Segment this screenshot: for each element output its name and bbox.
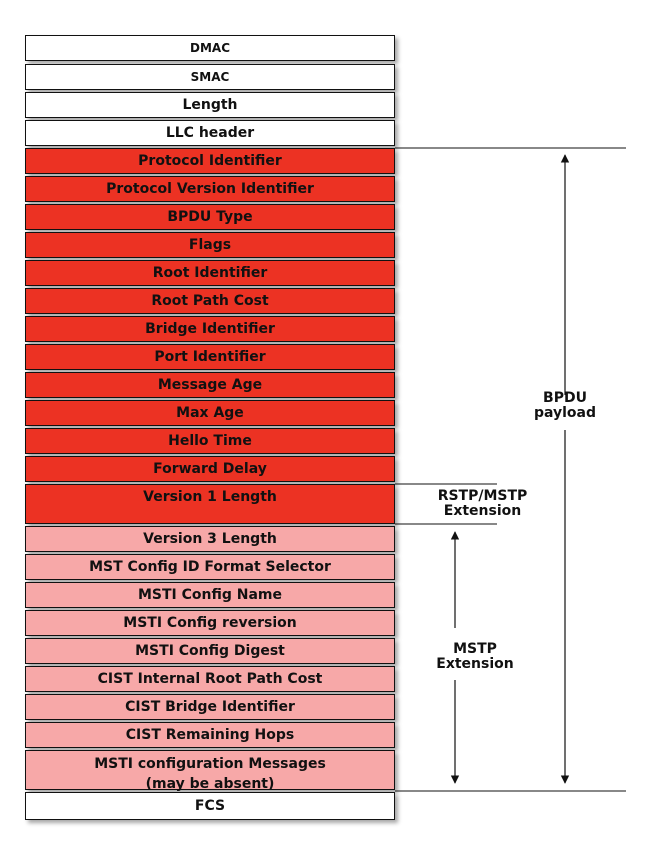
field-label: MSTI Config Digest — [135, 643, 285, 659]
field-label: CIST Bridge Identifier — [125, 699, 295, 715]
field-cist-remaining-hops: CIST Remaining Hops — [25, 722, 395, 748]
field-label: Flags — [188, 237, 232, 253]
field-llc-header: LLC header — [25, 120, 395, 146]
field-label: BPDU Type — [167, 209, 253, 225]
bpdu-payload-label: BPDU payload — [525, 391, 605, 421]
field-label: Message Age — [157, 377, 263, 393]
field-smac: SMAC — [25, 64, 395, 90]
field-label: DMAC — [190, 41, 230, 55]
field-fcs: FCS — [25, 792, 395, 820]
field-message-age: Message Age — [25, 372, 395, 398]
field-label: Version 3 Length — [143, 531, 277, 547]
field-label: MST Config ID Format Selector — [89, 559, 331, 575]
field-label: Max Age — [176, 405, 244, 421]
mstp-label-line1: MSTP — [453, 641, 497, 657]
field-label: CIST Internal Root Path Cost — [97, 671, 323, 687]
field-label: MSTI configuration Messages — [94, 756, 326, 772]
field-label: Root Path Cost — [151, 293, 269, 309]
field-msti-configuration-messages: MSTI configuration Messages (may be abse… — [25, 750, 395, 792]
field-cist-bridge-identifier: CIST Bridge Identifier — [25, 694, 395, 720]
field-dmac: DMAC — [25, 35, 395, 61]
field-msti-config-name: MSTI Config Name — [25, 582, 395, 608]
rstp-label-line2: Extension — [443, 503, 522, 519]
field-msti-config-reversion: MSTI Config reversion — [25, 610, 395, 636]
field-bridge-identifier: Bridge Identifier — [25, 316, 395, 342]
field-label: MSTI Config reversion — [123, 615, 297, 631]
field-label: Length — [182, 97, 238, 113]
field-label: Root Identifier — [152, 265, 268, 281]
field-label: Protocol Identifier — [138, 153, 282, 169]
field-forward-delay: Forward Delay — [25, 456, 395, 482]
field-cist-internal-root-path-cost: CIST Internal Root Path Cost — [25, 666, 395, 692]
field-label: Forward Delay — [153, 461, 267, 477]
bpdu-label-line2: payload — [533, 405, 597, 421]
field-max-age: Max Age — [25, 400, 395, 426]
mstp-label-line2: Extension — [436, 656, 514, 672]
field-mst-config-id-format-selector: MST Config ID Format Selector — [25, 554, 395, 580]
field-label: CIST Remaining Hops — [125, 727, 295, 743]
field-length: Length — [25, 92, 395, 118]
field-label: FCS — [194, 798, 226, 814]
field-label: Port Identifier — [154, 349, 266, 365]
field-label: Hello Time — [168, 433, 252, 449]
field-protocol-version-identifier: Protocol Version Identifier — [25, 176, 395, 202]
field-label: Version 1 Length — [143, 489, 277, 505]
field-label: LLC header — [165, 125, 255, 141]
field-label: Bridge Identifier — [145, 321, 275, 337]
field-label: MSTI Config Name — [137, 587, 283, 603]
field-msti-config-digest: MSTI Config Digest — [25, 638, 395, 664]
field-hello-time: Hello Time — [25, 428, 395, 454]
rstp-mstp-extension-label: RSTP/MSTP Extension — [425, 489, 540, 519]
field-version-3-length: Version 3 Length — [25, 526, 395, 552]
field-version-1-length: Version 1 Length — [25, 484, 395, 524]
field-label: Protocol Version Identifier — [106, 181, 314, 197]
mstp-extension-label: MSTP Extension — [420, 642, 530, 672]
field-root-identifier: Root Identifier — [25, 260, 395, 286]
field-root-path-cost: Root Path Cost — [25, 288, 395, 314]
field-bpdu-type: BPDU Type — [25, 204, 395, 230]
rstp-label-line1: RSTP/MSTP — [437, 488, 528, 504]
field-sublabel: (may be absent) — [145, 776, 275, 792]
field-label: SMAC — [190, 70, 230, 84]
bpdu-label-line1: BPDU — [543, 390, 587, 406]
field-protocol-identifier: Protocol Identifier — [25, 148, 395, 174]
field-port-identifier: Port Identifier — [25, 344, 395, 370]
field-flags: Flags — [25, 232, 395, 258]
